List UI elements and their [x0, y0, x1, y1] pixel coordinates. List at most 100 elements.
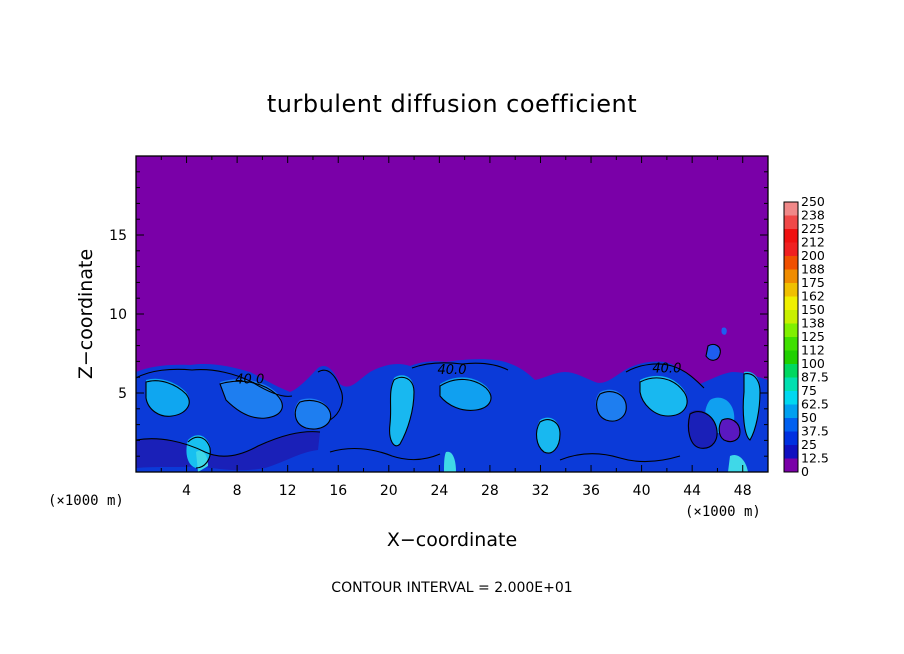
colorbar-swatch — [784, 256, 798, 270]
layer-lightblue-swirl-3 — [595, 389, 627, 422]
contour-line — [535, 419, 561, 454]
x-tick-label: 4 — [182, 483, 191, 499]
layer-cyan-patch-6 — [536, 417, 560, 454]
colorbar-swatch — [784, 310, 798, 324]
contour-line — [411, 362, 509, 371]
colorbar-label: 175 — [801, 275, 825, 290]
x-tick-label: 20 — [380, 483, 398, 499]
layer-cyan-patch-4 — [389, 375, 414, 446]
layer-lightblue-swirl-2 — [294, 398, 331, 430]
x-tick-label: 40 — [633, 483, 651, 499]
contour-interval-note: CONTOUR INTERVAL = 2.000E+01 — [331, 580, 572, 596]
layer-darkblue-swirl — [687, 409, 718, 449]
x-tick-label: 48 — [734, 483, 752, 499]
colorbar-swatch — [784, 296, 798, 310]
colorbar-swatch — [784, 364, 798, 378]
contour-line — [219, 380, 283, 419]
colorbar-swatch — [784, 377, 798, 391]
colorbar-label: 250 — [801, 194, 825, 209]
y-axis: 5 10 15 — [109, 171, 768, 457]
contour-line — [136, 431, 321, 457]
x-tick-label: 8 — [233, 483, 242, 499]
colorbar-swatch — [784, 202, 798, 216]
colorbar-swatch — [784, 445, 798, 459]
colorbar-label: 25 — [801, 437, 817, 452]
colorbar-label: 62.5 — [801, 397, 829, 412]
x-unit-label-left: (×1000 m) — [48, 493, 124, 509]
x-tick-label: 44 — [683, 483, 701, 499]
contour-label: 40.0 — [438, 363, 467, 378]
colorbar-swatch — [784, 323, 798, 337]
contour-line — [317, 369, 343, 421]
layer-cyan-patch-7 — [640, 375, 688, 416]
colorbar-label: 75 — [801, 383, 817, 398]
x-tick-label: 32 — [532, 483, 550, 499]
colorbar-label: 188 — [801, 262, 825, 277]
contour-line — [389, 376, 415, 447]
chart-title: turbulent diffusion coefficient — [267, 90, 637, 118]
contour-line — [742, 373, 761, 441]
colorbar-label: 125 — [801, 329, 825, 344]
colorbar-label: 87.5 — [801, 370, 829, 385]
layer-purple-eddy — [719, 418, 740, 442]
contour-line — [705, 343, 721, 361]
colorbar-swatch — [784, 391, 798, 405]
y-tick-label: 10 — [109, 307, 127, 323]
colorbar-label: 238 — [801, 208, 825, 223]
y-tick-label: 15 — [109, 228, 127, 244]
plot-area — [136, 156, 768, 472]
colorbar-swatch — [784, 418, 798, 432]
contour-line — [687, 411, 718, 449]
contour-line — [639, 377, 688, 417]
contour-line — [187, 436, 211, 469]
layer-cyan-patch-9 — [743, 371, 760, 440]
colorbar-swatch — [784, 337, 798, 351]
contour-label: 40.0 — [652, 361, 681, 376]
x-unit-label-right: (×1000 m) — [685, 504, 761, 520]
colorbar-swatch — [784, 404, 798, 418]
colorbar-label: 100 — [801, 356, 825, 371]
colorbar-label: 37.5 — [801, 424, 829, 439]
contour-line — [145, 380, 190, 417]
x-axis: 4 8 12 16 20 24 28 32 36 40 44 48 — [160, 156, 752, 499]
x-tick-label: 12 — [279, 483, 297, 499]
colorbar-label: 225 — [801, 221, 825, 236]
x-axis-title: X−coordinate — [387, 529, 517, 551]
colorbar-swatch — [784, 242, 798, 256]
turbulent-layer — [136, 327, 768, 472]
isolated-eddy-1 — [706, 344, 721, 361]
colorbar: 2502382252122001881751621501381251121008… — [783, 194, 829, 479]
colorbar-swatch — [784, 431, 798, 445]
colorbar-label: 112 — [801, 343, 825, 358]
y-axis-title: Z−coordinate — [75, 249, 97, 379]
contour-line — [329, 448, 441, 461]
colorbar-swatch — [784, 269, 798, 283]
layer-darkblue-band — [136, 431, 320, 471]
colorbar-label: 150 — [801, 302, 825, 317]
layer-cyan-patch-5 — [440, 377, 491, 411]
contour-line — [718, 418, 741, 443]
contour-line — [294, 399, 332, 430]
colorbar-label: 212 — [801, 235, 825, 250]
colorbar-label: 200 — [801, 248, 825, 263]
colorbar-swatch — [784, 215, 798, 229]
isolated-eddy-2 — [721, 327, 727, 335]
contour-line — [136, 368, 293, 397]
colorbar-label: 138 — [801, 316, 825, 331]
colorbar-swatch — [784, 229, 798, 243]
colorbar-swatch — [784, 458, 798, 472]
y-tick-label: 5 — [118, 386, 127, 402]
colorbar-frame — [783, 201, 799, 473]
x-tick-label: 36 — [582, 483, 600, 499]
colorbar-swatch — [784, 283, 798, 297]
contour-line — [439, 378, 492, 411]
contour-line — [596, 391, 627, 422]
colorbar-label: 162 — [801, 289, 825, 304]
layer-cyan-patch-10 — [444, 451, 456, 472]
x-tick-label: 16 — [329, 483, 347, 499]
contour-label: 40.0 — [235, 373, 264, 388]
x-tick-label: 24 — [430, 483, 448, 499]
layer-cyan-patch-3 — [196, 450, 208, 472]
colorbar-label: 0 — [801, 464, 809, 479]
